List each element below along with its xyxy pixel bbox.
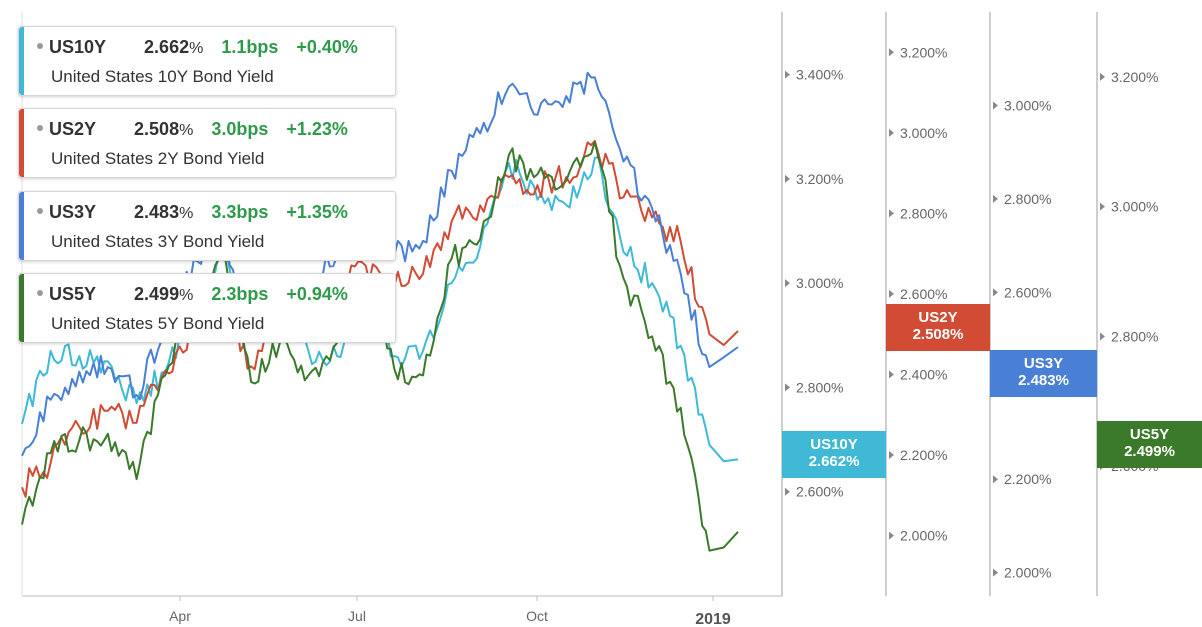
legend-change-bps: 2.3bps bbox=[211, 284, 269, 304]
price-tag-us10y: US10Y 2.662% bbox=[782, 431, 886, 478]
legend-dot-icon bbox=[37, 208, 43, 215]
price-tag-us5y: US5Y 2.499% bbox=[1097, 421, 1202, 468]
y-tick-label: 2.800% bbox=[796, 379, 843, 395]
x-tick-label: Jul bbox=[348, 608, 366, 624]
y-tick-marker bbox=[785, 487, 790, 496]
y-tick-marker bbox=[993, 475, 998, 484]
y-tick-marker bbox=[889, 370, 894, 379]
legend-dot-icon bbox=[37, 290, 43, 297]
price-tag-symbol: US5Y bbox=[1129, 426, 1170, 443]
y-tick-label: 2.000% bbox=[1004, 565, 1051, 581]
legend-quote-row: US3Y 2.483% 3.3bps +1.35% bbox=[37, 202, 348, 223]
y-tick-marker bbox=[993, 568, 998, 577]
legend-quote-row: US10Y 2.662% 1.1bps +0.40% bbox=[37, 37, 358, 58]
x-axis: Apr Jul Oct 2019 bbox=[169, 596, 731, 627]
y-axes: 3.400% 3.200% 3.000% 2.800% 2.600% 3.200% 3.00… bbox=[785, 44, 1158, 581]
legend-change-pct: +0.40% bbox=[296, 37, 358, 57]
y-tick-label: 2.200% bbox=[1004, 471, 1051, 487]
legend-value: 2.499 bbox=[134, 284, 180, 304]
y-tick-marker bbox=[785, 70, 790, 79]
legend-change-pct: +0.94% bbox=[286, 284, 348, 304]
y-tick-label: 2.800% bbox=[1004, 191, 1051, 207]
price-tag-value: 2.662% bbox=[808, 453, 860, 470]
legend-item-us2y[interactable]: US2Y 2.508% 3.0bps +1.23% United States 2Y B… bbox=[18, 108, 396, 178]
price-tag-value: 2.508% bbox=[912, 326, 964, 343]
y-tick-label: 3.000% bbox=[1004, 97, 1051, 113]
y-tick-label: 3.400% bbox=[796, 67, 843, 83]
legend-symbol: US3Y bbox=[49, 202, 97, 222]
price-tag-symbol: US2Y bbox=[918, 309, 958, 326]
legend-dot-icon bbox=[37, 43, 43, 50]
legend-unit: % bbox=[179, 287, 194, 304]
price-tag-value: 2.499% bbox=[1124, 443, 1175, 460]
legend-symbol: US2Y bbox=[49, 119, 97, 139]
legend-value: 2.483 bbox=[134, 202, 180, 222]
legend-symbol: US10Y bbox=[49, 37, 107, 57]
y-tick-label: 2.200% bbox=[900, 447, 947, 463]
legend-unit: % bbox=[179, 205, 194, 222]
price-tag-symbol: US3Y bbox=[1023, 355, 1064, 372]
y-tick-marker bbox=[785, 383, 790, 392]
y-tick-marker bbox=[993, 288, 998, 297]
legend-value: 2.662 bbox=[144, 37, 190, 57]
legend-color-stripe bbox=[19, 274, 24, 342]
legend-change-pct: +1.35% bbox=[286, 202, 348, 222]
legend-name: United States 5Y Bond Yield bbox=[51, 314, 265, 333]
legend-unit: % bbox=[179, 122, 194, 139]
y-tick-marker bbox=[993, 101, 998, 110]
y-tick-label: 2.600% bbox=[900, 286, 947, 302]
legend-change-bps: 1.1bps bbox=[221, 37, 279, 57]
y-tick-label: 2.600% bbox=[1004, 284, 1051, 300]
legend-color-stripe bbox=[19, 192, 24, 260]
legend-quote-row: US5Y 2.499% 2.3bps +0.94% bbox=[37, 284, 348, 305]
legend-change-bps: 3.0bps bbox=[211, 119, 269, 139]
y-tick-marker bbox=[1100, 332, 1105, 341]
y-tick-marker bbox=[785, 279, 790, 288]
legend-color-stripe bbox=[19, 109, 24, 177]
price-tag-symbol: US10Y bbox=[810, 436, 858, 453]
y-tick-label: 3.000% bbox=[796, 275, 843, 291]
y-tick-marker bbox=[889, 48, 894, 57]
y-tick-label: 2.000% bbox=[900, 528, 947, 544]
y-tick-marker bbox=[889, 128, 894, 137]
legend-quote-row: US2Y 2.508% 3.0bps +1.23% bbox=[37, 119, 348, 140]
y-tick-label: 3.000% bbox=[900, 125, 947, 141]
legend-item-us5y[interactable]: US5Y 2.499% 2.3bps +0.94% United States 5Y B… bbox=[18, 273, 396, 343]
legend-item-us10y[interactable]: US10Y 2.662% 1.1bps +0.40% United States 10Y… bbox=[18, 26, 396, 96]
x-tick-label: Oct bbox=[526, 608, 548, 624]
y-tick-label: 2.800% bbox=[1111, 328, 1158, 344]
y-tick-marker bbox=[889, 289, 894, 298]
y-tick-label: 2.600% bbox=[796, 484, 843, 500]
y-tick-label: 2.800% bbox=[900, 205, 947, 221]
y-tick-marker bbox=[785, 174, 790, 183]
y-tick-marker bbox=[1100, 202, 1105, 211]
legend-value: 2.508 bbox=[134, 119, 180, 139]
legend-symbol: US5Y bbox=[49, 284, 97, 304]
y-tick-label: 3.000% bbox=[1111, 199, 1158, 215]
price-tag-us3y: US3Y 2.483% bbox=[990, 350, 1097, 397]
y-tick-marker bbox=[889, 209, 894, 218]
y-tick-label: 3.200% bbox=[900, 44, 947, 60]
legend-change-pct: +1.23% bbox=[286, 119, 348, 139]
y-tick-marker bbox=[889, 451, 894, 460]
legend-name: United States 10Y Bond Yield bbox=[51, 67, 274, 86]
y-tick-marker bbox=[993, 194, 998, 203]
y-tick-label: 3.200% bbox=[796, 171, 843, 187]
y-tick-label: 2.400% bbox=[900, 366, 947, 382]
x-tick-label: 2019 bbox=[695, 611, 731, 627]
legend-name: United States 2Y Bond Yield bbox=[51, 149, 265, 168]
legend-dot-icon bbox=[37, 125, 43, 132]
legend-change-bps: 3.3bps bbox=[211, 202, 269, 222]
y-tick-marker bbox=[889, 531, 894, 540]
price-tag-us2y: US2Y 2.508% bbox=[886, 304, 990, 351]
x-tick-label: Apr bbox=[169, 608, 191, 624]
y-tick-label: 3.200% bbox=[1111, 69, 1158, 85]
legend-color-stripe bbox=[19, 27, 24, 95]
legend-unit: % bbox=[189, 40, 204, 57]
price-tag-value: 2.483% bbox=[1018, 372, 1069, 389]
legend-item-us3y[interactable]: US3Y 2.483% 3.3bps +1.35% United States 3Y B… bbox=[18, 191, 396, 261]
legend-name: United States 3Y Bond Yield bbox=[51, 232, 265, 251]
y-tick-marker bbox=[1100, 72, 1105, 81]
